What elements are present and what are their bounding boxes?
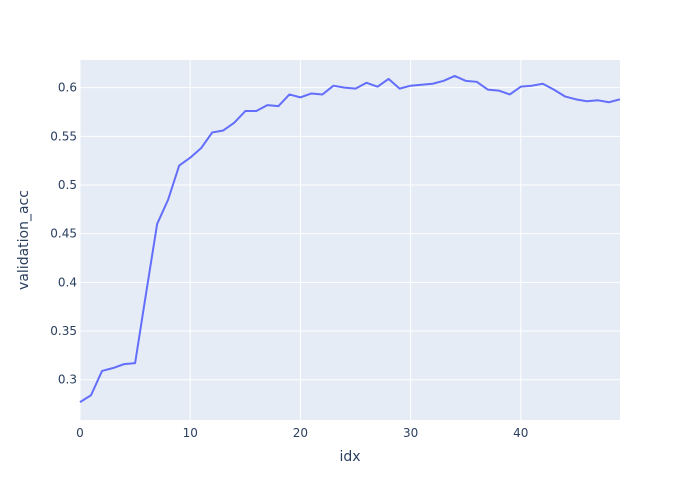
plot-background — [80, 60, 620, 420]
x-tick-label: 40 — [513, 426, 528, 440]
y-tick-label: 0.55 — [50, 129, 77, 143]
y-tick-label: 0.45 — [50, 227, 77, 241]
x-axis-title: idx — [339, 449, 360, 465]
x-tick-label: 20 — [293, 426, 308, 440]
y-tick-label: 0.4 — [58, 275, 77, 289]
y-axis-ticks: 0.3 0.35 0.4 0.45 0.5 0.55 0.6 — [50, 81, 77, 387]
x-tick-label: 30 — [403, 426, 418, 440]
x-tick-label: 10 — [183, 426, 198, 440]
grid-lines — [79, 60, 620, 420]
y-tick-label: 0.3 — [58, 373, 77, 387]
y-tick-label: 0.6 — [58, 81, 77, 95]
y-tick-label: 0.35 — [50, 324, 77, 338]
plot-area — [79, 74, 621, 403]
x-axis-ticks: 0 10 20 30 40 — [76, 426, 528, 440]
y-axis-title: validation_acc — [16, 190, 32, 290]
validation-acc-line — [79, 74, 621, 403]
x-tick-label: 0 — [76, 426, 84, 440]
y-tick-label: 0.5 — [58, 178, 77, 192]
